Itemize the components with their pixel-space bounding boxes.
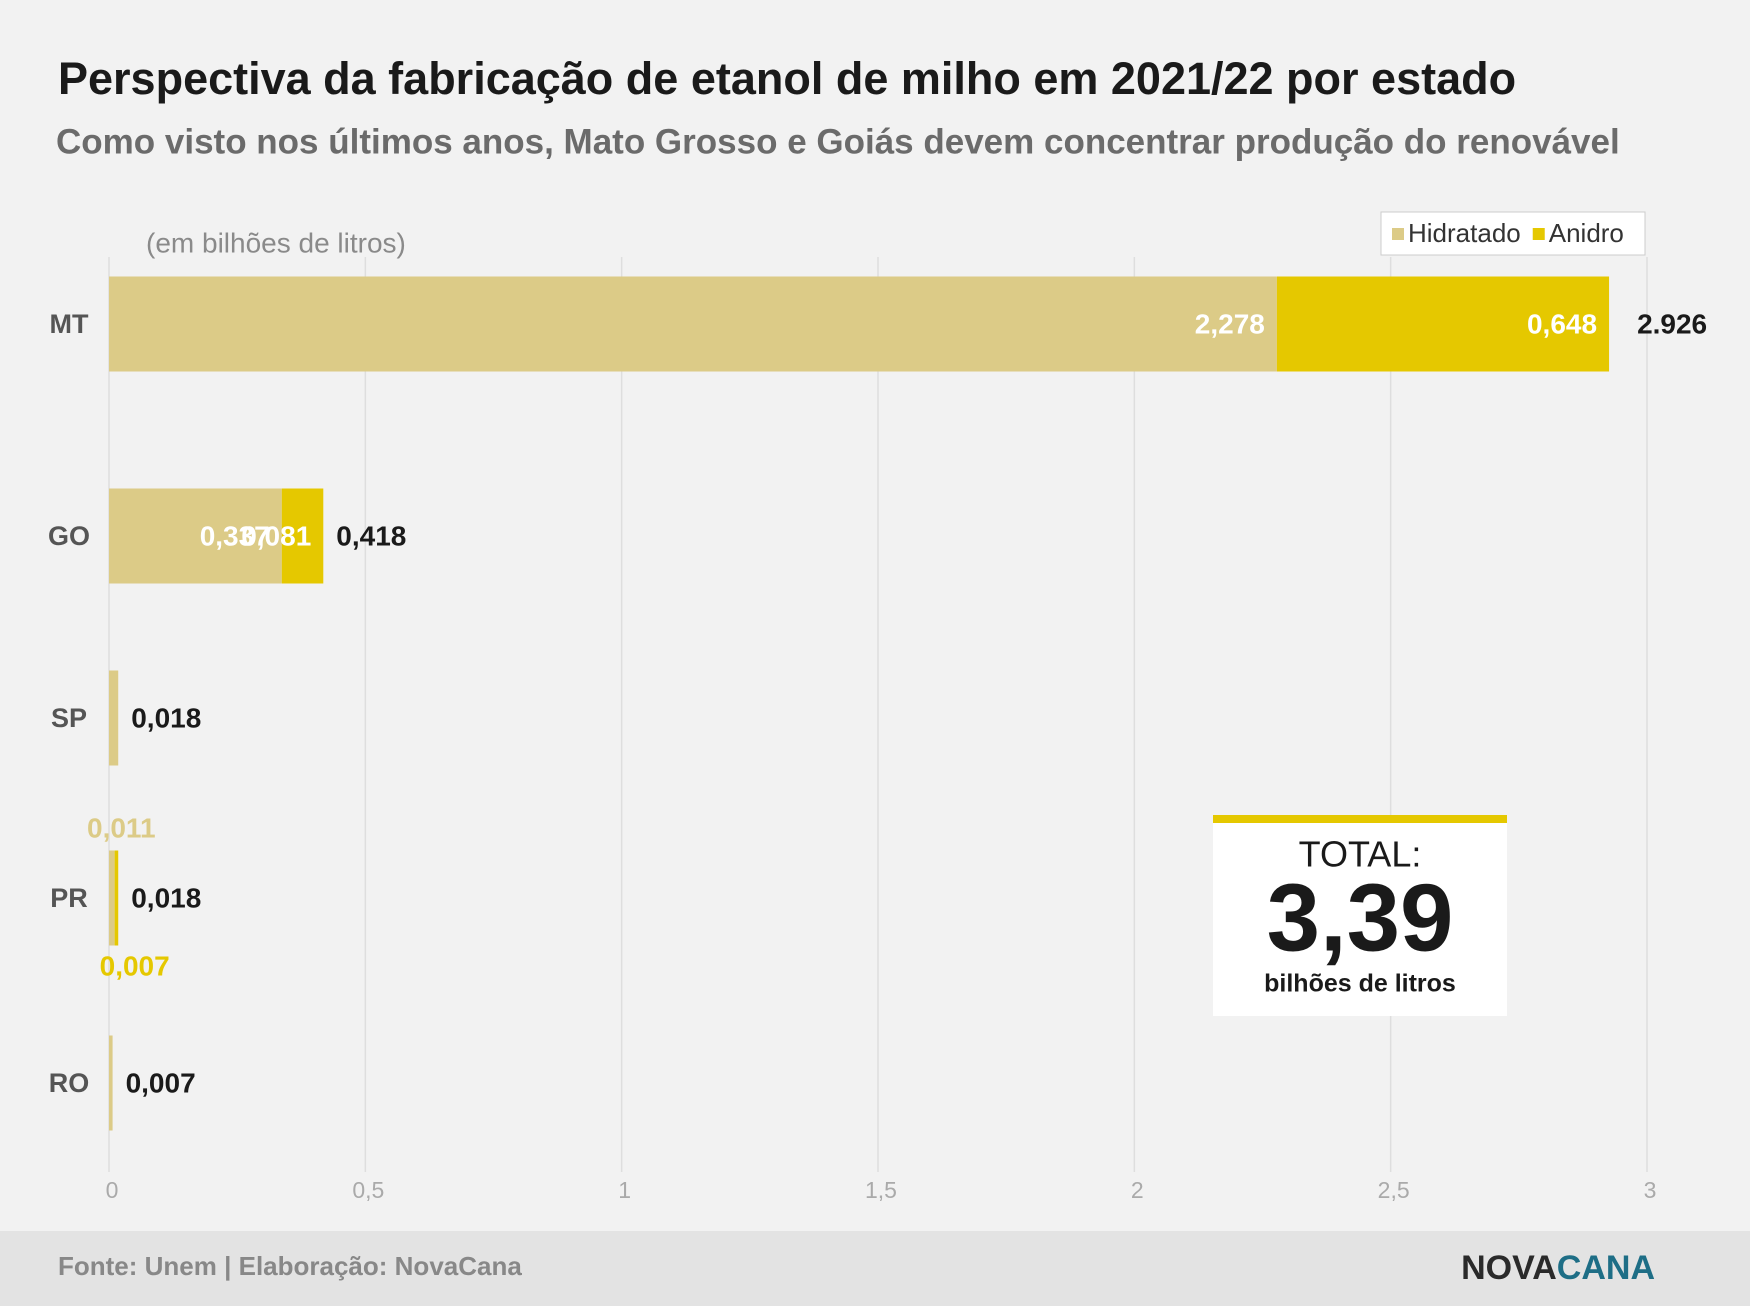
footer-band <box>0 1231 1750 1306</box>
total-label: 0,418 <box>336 520 406 551</box>
x-tick-label: 1,5 <box>865 1177 897 1203</box>
total-value: 3,39 <box>1267 864 1454 971</box>
bar-segment <box>109 1035 113 1131</box>
bar-segment <box>109 850 115 946</box>
x-tick-label: 0 <box>106 1177 119 1203</box>
total-box <box>1213 815 1507 1016</box>
chart-title: Perspectiva da fabricação de etanol de m… <box>58 53 1516 104</box>
bar-segment <box>109 670 119 766</box>
chart-subtitle: Como visto nos últimos anos, Mato Grosso… <box>56 122 1620 161</box>
legend-label: Anidro <box>1549 218 1624 248</box>
legend-box <box>1380 211 1646 256</box>
bar-segment <box>1276 276 1610 372</box>
y-tick-label: SP <box>51 703 87 733</box>
x-tick-label: 0,5 <box>352 1177 384 1203</box>
data-label: 0,007 <box>100 950 170 981</box>
x-tick-label: 1 <box>618 1177 631 1203</box>
legend-swatch <box>1532 228 1545 240</box>
logo-part: CANA <box>1557 1249 1655 1287</box>
data-label: 0,081 <box>241 520 311 551</box>
x-tick-label: 2,5 <box>1378 1177 1410 1203</box>
data-label: 0,648 <box>1527 308 1597 339</box>
y-tick-label: MT <box>50 309 89 339</box>
logo: NOVACANA <box>1461 1249 1655 1287</box>
logo-part: NOVA <box>1461 1249 1557 1287</box>
total-label: 0,007 <box>126 1067 196 1098</box>
y-tick-label: GO <box>48 521 90 551</box>
bar-segment <box>114 850 119 946</box>
total-label: 2.926 <box>1637 308 1707 339</box>
total-label: 0,018 <box>131 882 201 913</box>
total-unit: bilhões de litros <box>1264 970 1456 998</box>
total-box-bar <box>1213 815 1507 823</box>
unit-note: (em bilhões de litros) <box>146 227 406 258</box>
data-label: 2,278 <box>1195 308 1265 339</box>
x-tick-label: 2 <box>1131 1177 1144 1203</box>
total-label: 0,018 <box>131 702 201 733</box>
bar-segment <box>109 488 282 584</box>
legend-swatch <box>1392 228 1404 240</box>
y-tick-label: PR <box>50 883 88 913</box>
x-tick-label: 3 <box>1644 1177 1657 1203</box>
total-label: TOTAL: <box>1299 834 1422 875</box>
bar-segment <box>109 276 1277 372</box>
data-label: 0,337 <box>200 520 270 551</box>
source: Fonte: Unem | Elaboração: NovaCana <box>58 1251 522 1281</box>
bar-segment <box>281 488 324 584</box>
y-tick-label: RO <box>49 1068 90 1098</box>
data-label: 0,011 <box>87 812 156 843</box>
legend-label: Hidratado <box>1408 218 1521 248</box>
